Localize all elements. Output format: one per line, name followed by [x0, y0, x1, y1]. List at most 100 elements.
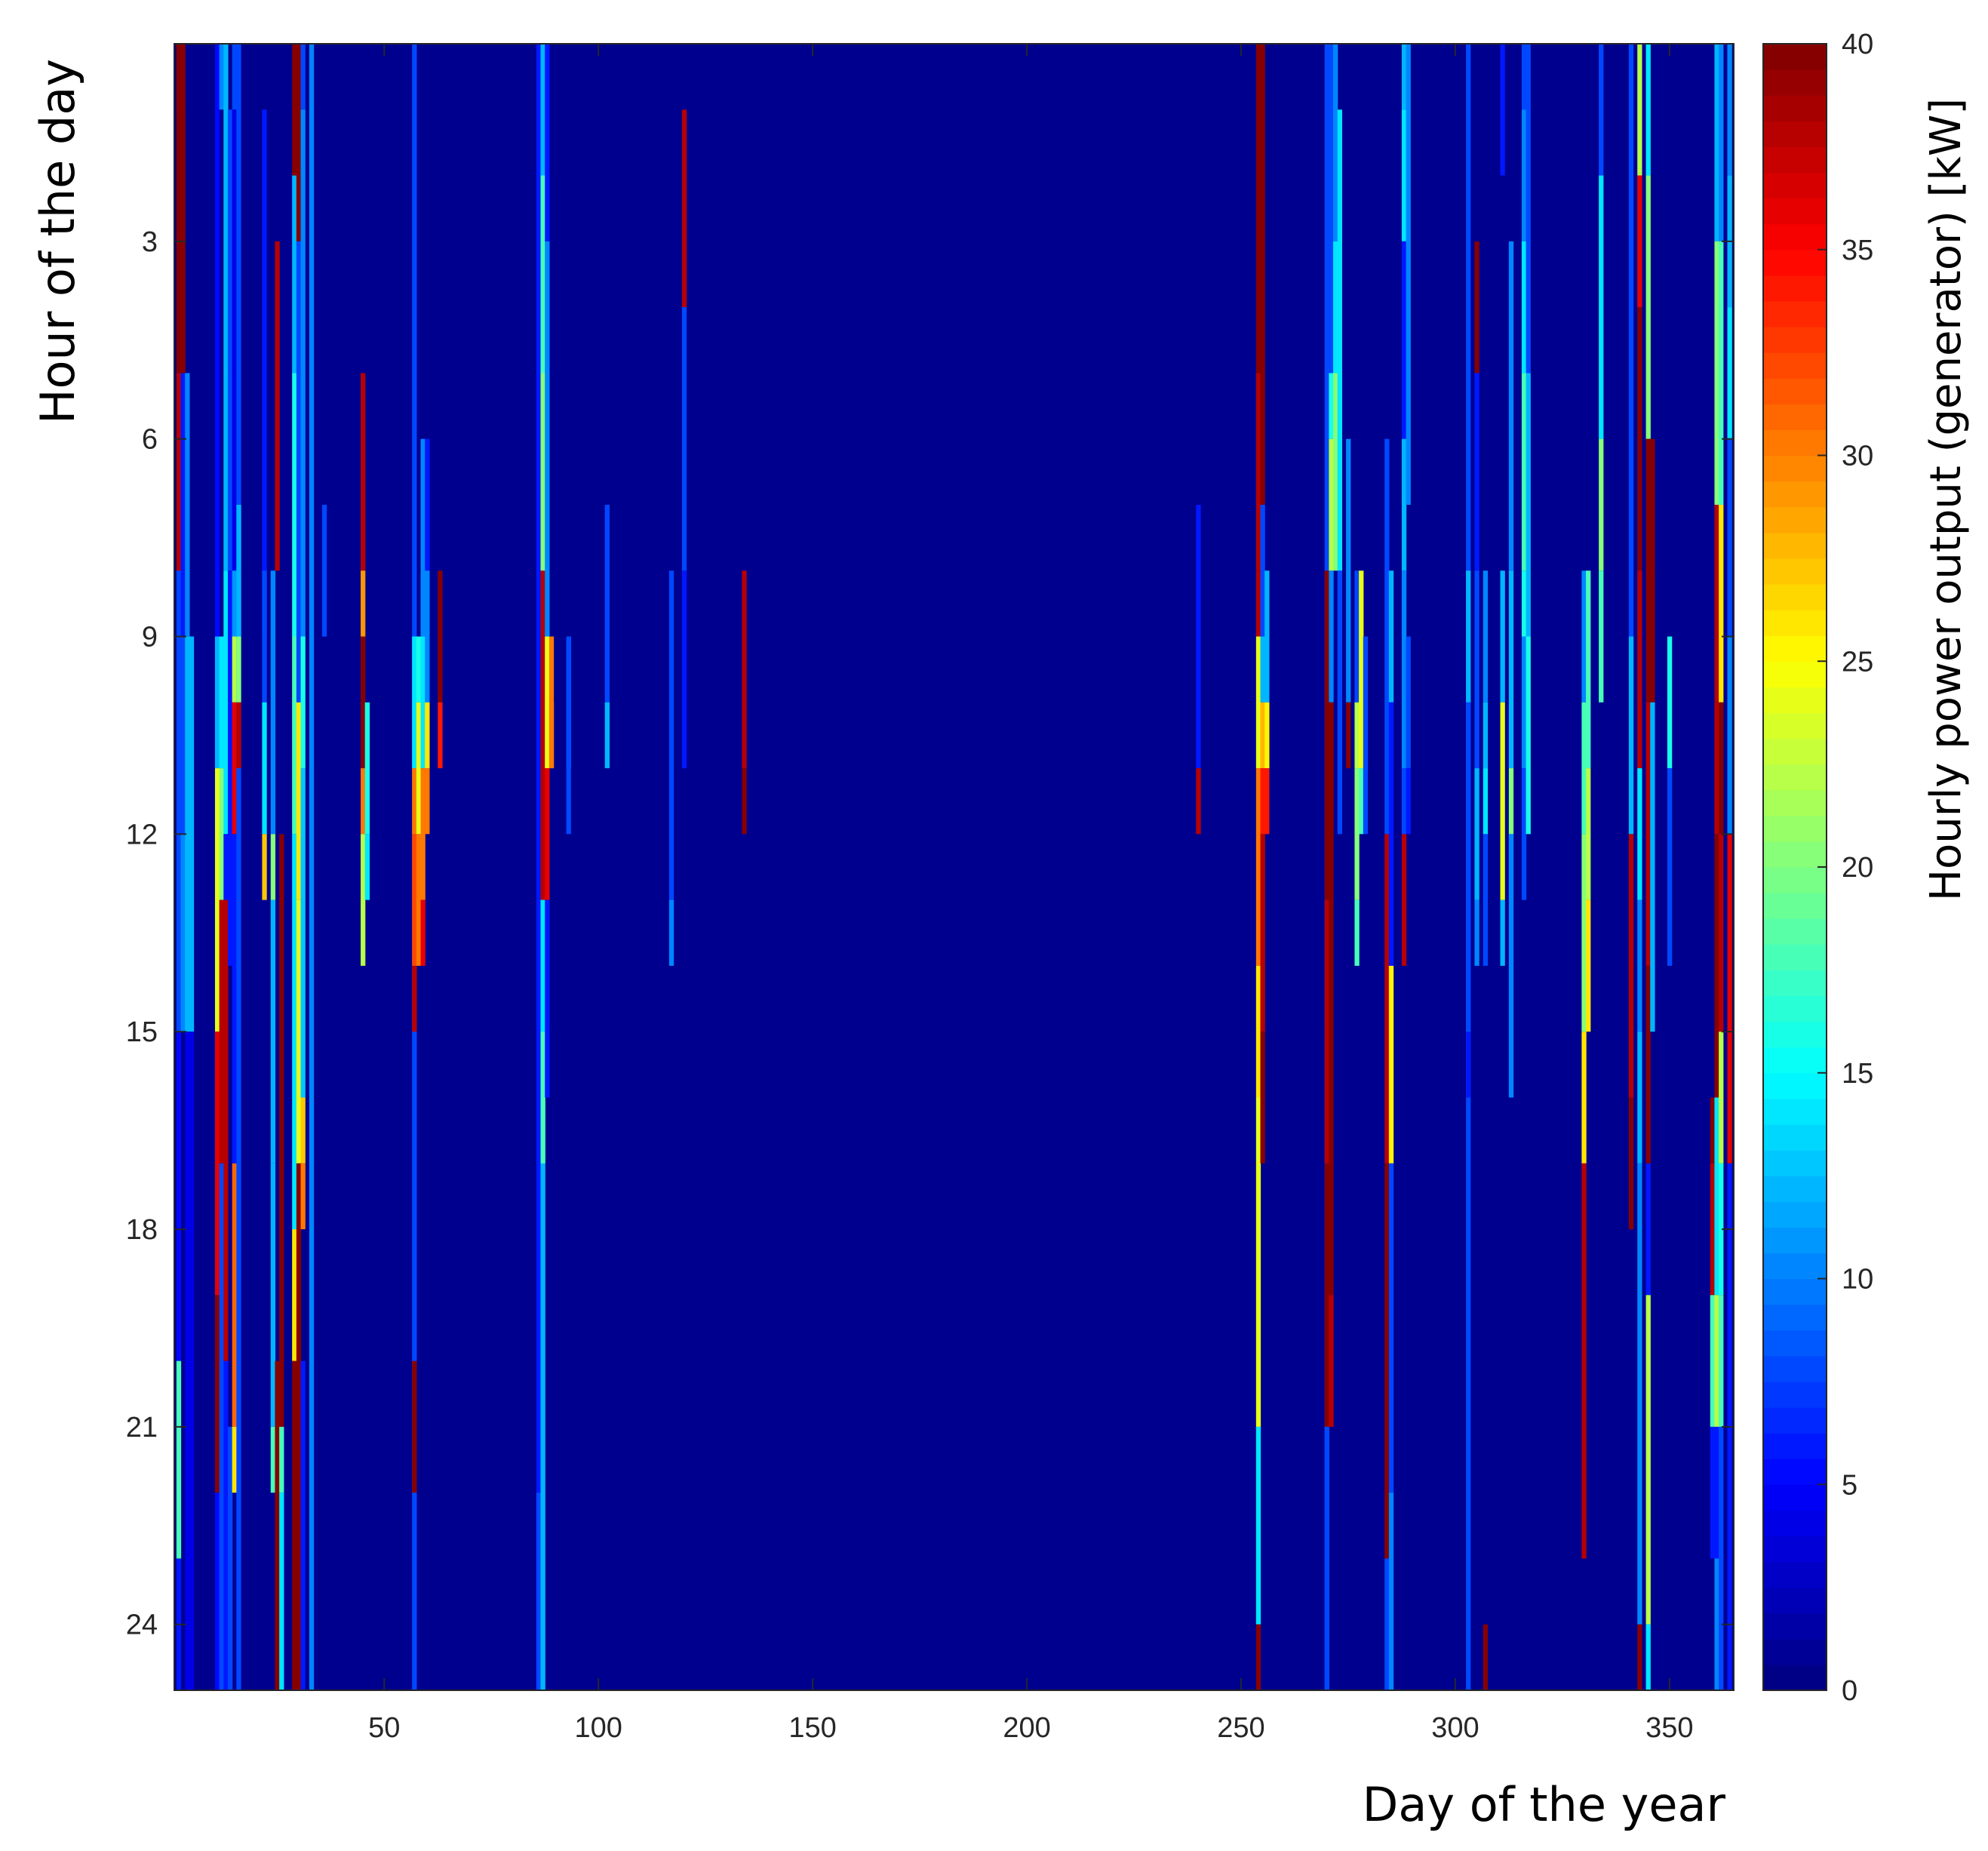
heatmap-cell: [296, 44, 302, 241]
heatmap-cell: [1645, 702, 1651, 966]
heatmap-cell: [540, 175, 545, 374]
heatmap-cell: [232, 1426, 237, 1493]
heatmap-cell: [296, 1163, 302, 1690]
heatmap-cell: [1650, 702, 1655, 1032]
heatmap-cell: [536, 44, 542, 1690]
colorbar-segment: [1763, 1664, 1827, 1691]
heatmap-cell: [1346, 438, 1351, 703]
heatmap-cell: [1260, 636, 1265, 703]
heatmap-cell: [668, 899, 674, 966]
heatmap-cell: [180, 834, 186, 1032]
heatmap-cell: [292, 175, 297, 374]
heatmap-cell: [1333, 241, 1338, 374]
heatmap-cell: [361, 373, 366, 571]
colorbar-segment: [1763, 712, 1827, 739]
y-tick-label: 18: [126, 1214, 158, 1246]
heatmap-cell: [1329, 702, 1334, 900]
heatmap-cell: [1401, 44, 1407, 110]
heatmap-cell: [214, 768, 220, 1032]
heatmap-cell: [1260, 1032, 1265, 1164]
heatmap-cell: [176, 570, 182, 1032]
heatmap-cell: [1714, 44, 1719, 241]
heatmap-cell: [223, 1361, 229, 1690]
heatmap-cell: [1581, 1032, 1587, 1164]
colorbar-segment: [1763, 1484, 1827, 1511]
heatmap-cell: [1346, 702, 1351, 769]
heatmap-cell: [1521, 768, 1527, 900]
heatmap-cell: [1260, 834, 1265, 1032]
heatmap-cell: [1628, 834, 1634, 1098]
heatmap-cell: [1637, 307, 1642, 571]
heatmap-cell: [540, 1032, 545, 1164]
heatmap-cell: [1483, 1624, 1489, 1690]
y-tick-label: 24: [126, 1610, 158, 1641]
colorbar-segment: [1763, 1536, 1827, 1563]
heatmap-cell: [1599, 175, 1604, 439]
heatmap-cell: [180, 373, 186, 637]
heatmap-cell: [1645, 965, 1651, 1164]
heatmap-cell: [1329, 438, 1334, 571]
heatmap-cell: [1719, 834, 1724, 1032]
colorbar-segment: [1763, 918, 1827, 945]
heatmap-cell: [1324, 1032, 1329, 1164]
heatmap-cell: [1474, 373, 1479, 571]
colorbar-segment: [1763, 69, 1827, 96]
heatmap-cell: [1337, 570, 1343, 835]
heatmap-cell: [1628, 636, 1634, 835]
heatmap-cell: [1474, 570, 1479, 769]
heatmap-cell: [1599, 438, 1604, 571]
heatmap-cell: [300, 1361, 306, 1690]
heatmap-cell: [262, 834, 267, 900]
heatmap-cell: [545, 44, 550, 241]
heatmap-cell: [1324, 1426, 1329, 1690]
colorbar-segment: [1763, 995, 1827, 1022]
colorbar-segment: [1763, 893, 1827, 919]
heatmap-cell: [420, 438, 426, 637]
colorbar-tick-label: 30: [1842, 441, 1873, 472]
heatmap-cell: [681, 307, 687, 571]
heatmap-cell: [292, 373, 297, 637]
heatmap-cell: [1586, 570, 1591, 769]
heatmap-cell: [1714, 1558, 1719, 1690]
heatmap-cell: [1388, 965, 1394, 1164]
heatmap-cell: [1255, 1097, 1261, 1427]
heatmap-cell: [1719, 1163, 1724, 1296]
heatmap-cell: [292, 1229, 297, 1361]
heatmap-cell: [270, 570, 276, 835]
heatmap-cell: [1483, 570, 1489, 703]
heatmap-cell: [412, 1361, 417, 1493]
heatmap-cell: [1324, 1163, 1329, 1427]
heatmap-cell: [540, 373, 545, 571]
heatmap-cell: [1260, 768, 1265, 835]
heatmap-cell: [1264, 702, 1270, 769]
colorbar-tick-label: 15: [1842, 1058, 1873, 1090]
colorbar-segment: [1763, 481, 1827, 508]
heatmap-cell: [232, 636, 237, 703]
heatmap-cell: [300, 768, 306, 1098]
heatmap-cell: [300, 636, 306, 769]
colorbar-segment: [1763, 1072, 1827, 1099]
heatmap-cell: [232, 1163, 237, 1427]
heatmap-cell: [1406, 636, 1411, 769]
heatmap-cell: [1363, 636, 1369, 835]
heatmap-cell: [1637, 768, 1642, 900]
heatmap-cell: [1337, 109, 1343, 571]
colorbar-segment: [1763, 1510, 1827, 1537]
heatmap-cell: [1500, 570, 1505, 703]
colorbar-segment: [1763, 95, 1827, 121]
colorbar-segment: [1763, 1176, 1827, 1202]
heatmap-cell: [300, 1163, 306, 1230]
heatmap-cell: [536, 1493, 542, 1690]
heatmap-cell: [1719, 44, 1724, 241]
heatmap-cell: [232, 44, 237, 110]
colorbar-segment: [1763, 1381, 1827, 1408]
heatmap-cell: [1719, 1426, 1724, 1690]
heatmap-cell: [1255, 44, 1261, 374]
heatmap-cell: [412, 768, 417, 835]
heatmap-cell: [232, 109, 237, 571]
heatmap-cell: [1581, 570, 1587, 703]
heatmap-cell: [1714, 1426, 1719, 1559]
heatmap-cell: [1329, 373, 1334, 439]
heatmap-cell: [185, 1032, 190, 1690]
